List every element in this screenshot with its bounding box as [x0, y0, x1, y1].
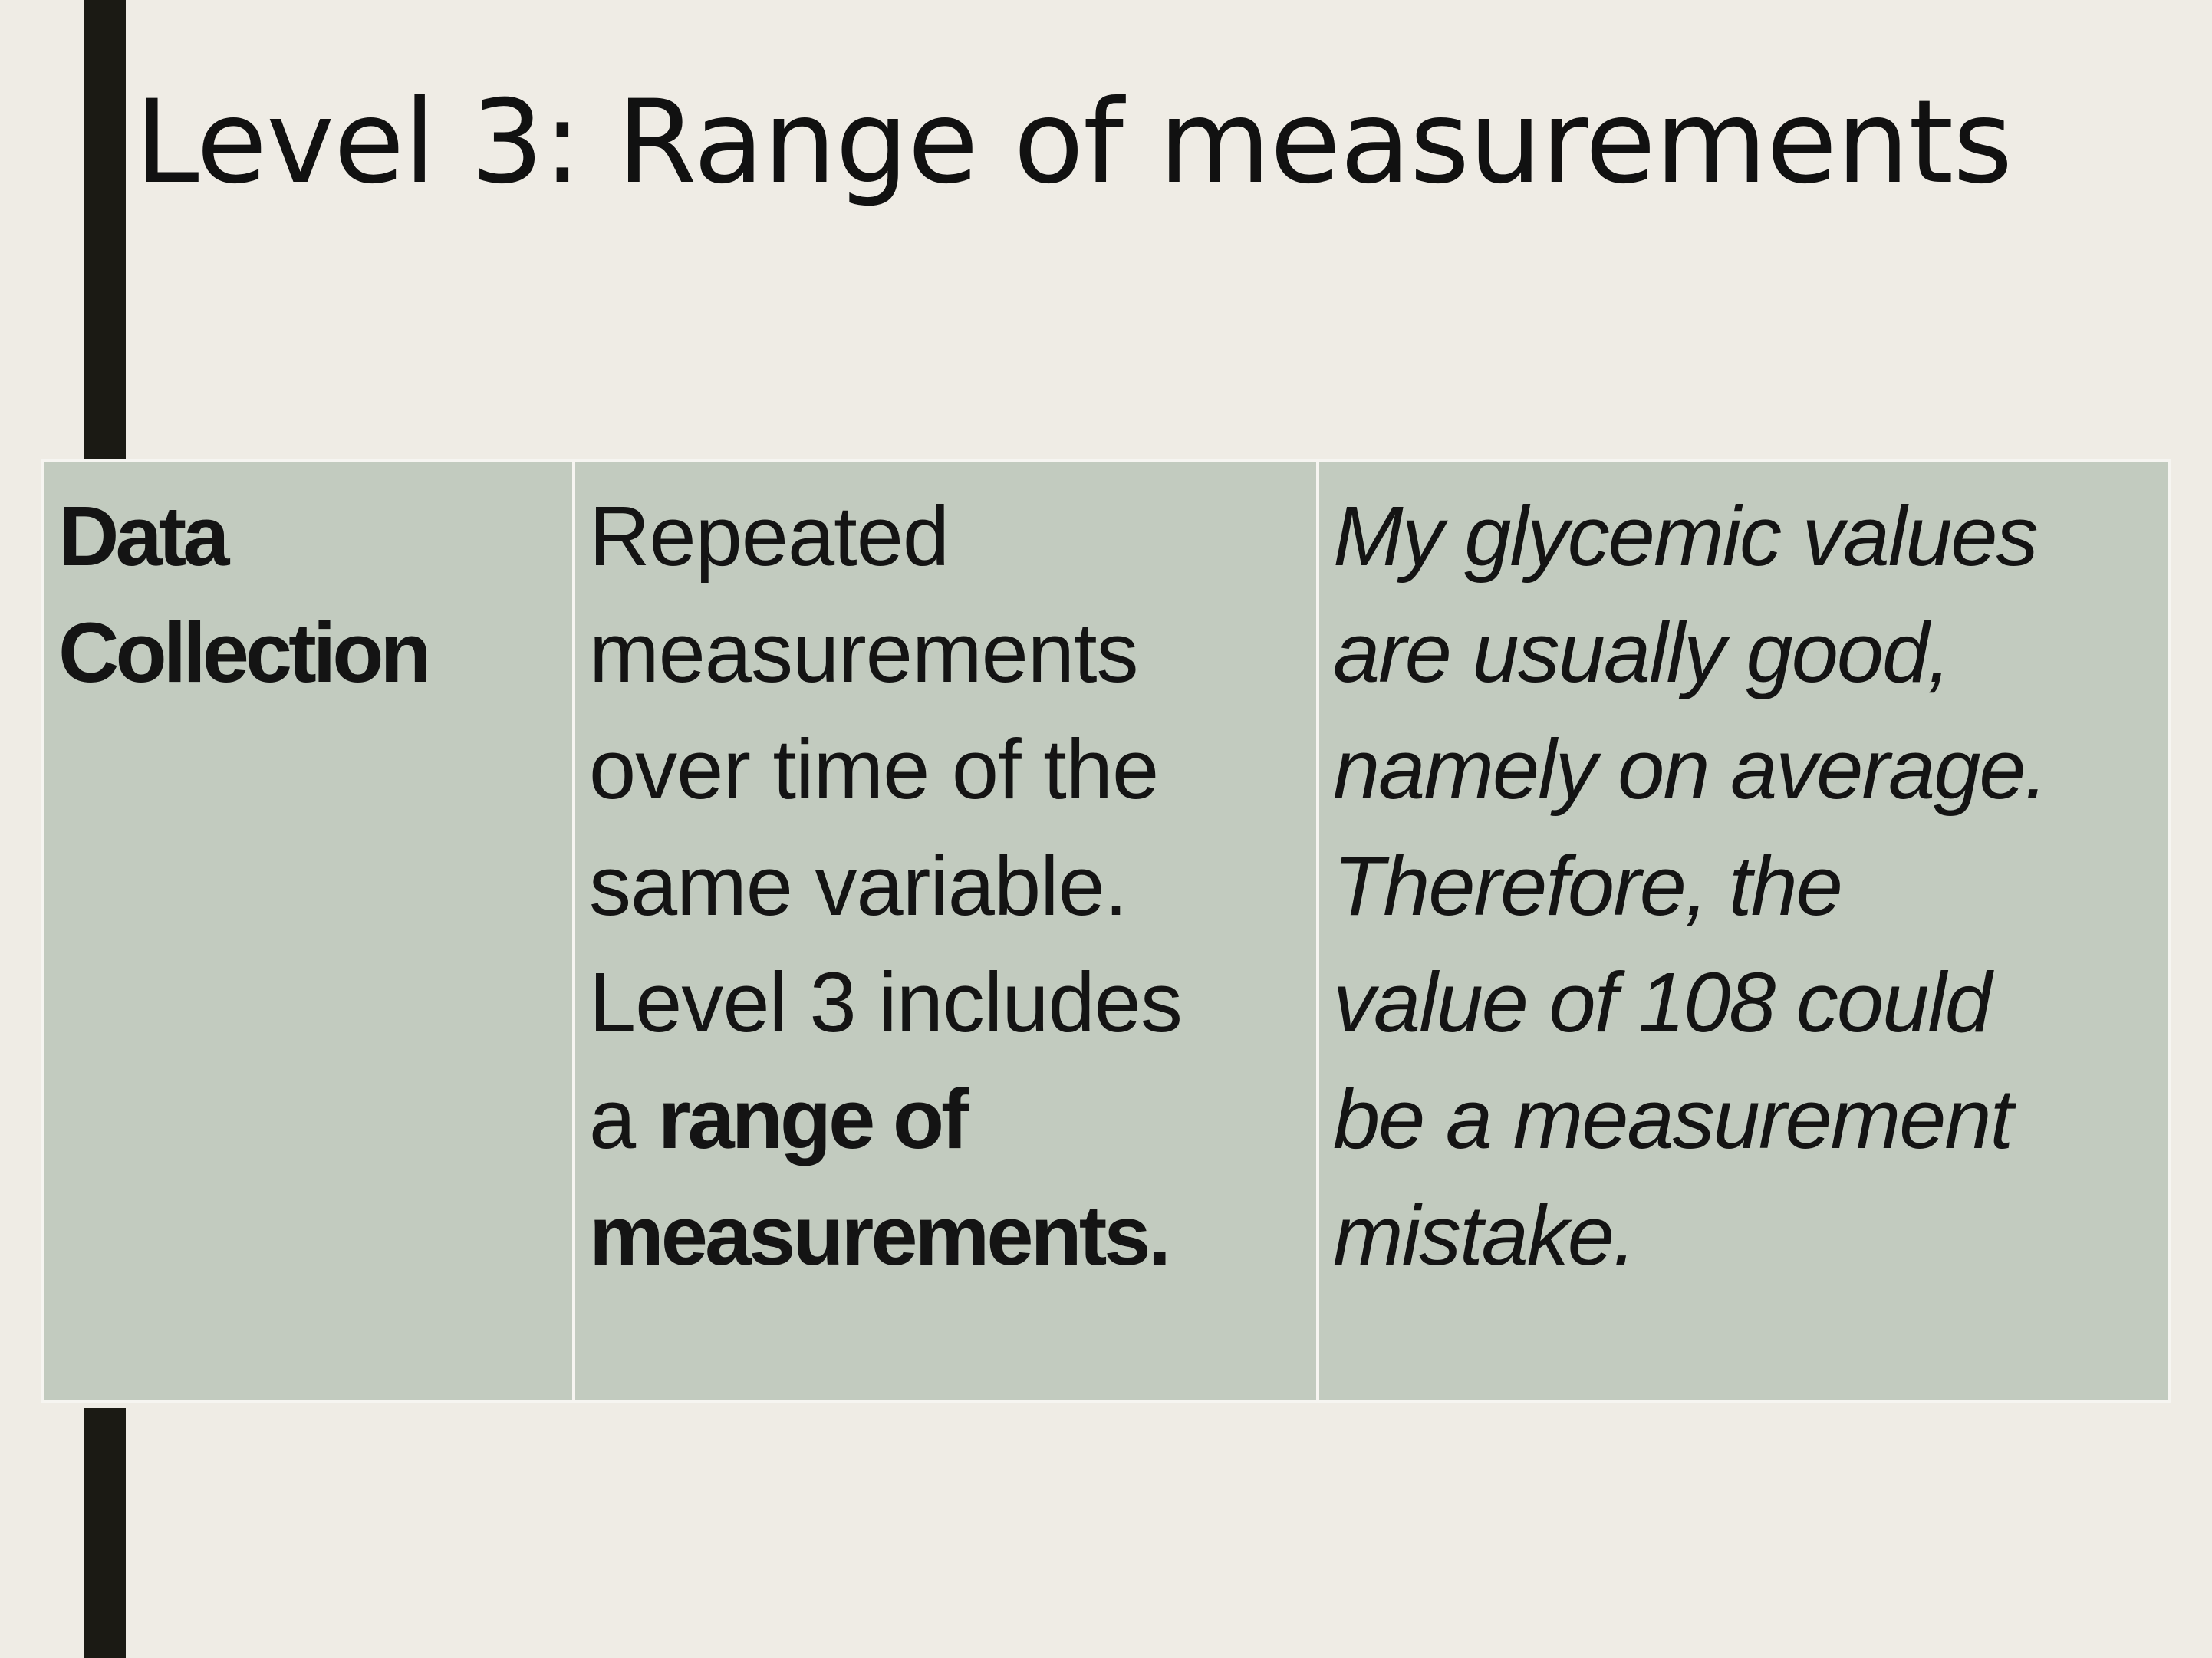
example-line: be a measurement [1333, 1072, 2013, 1166]
description-line: over time of the [589, 722, 1159, 817]
description-line: Level 3 includes [589, 956, 1183, 1050]
example-line: My glycemic values [1333, 489, 2039, 584]
row-label-line: Collection [58, 606, 432, 700]
example-line: are usually good, [1333, 606, 1951, 700]
slide-title: Level 3: Range of measurements [135, 76, 2013, 209]
row-label-line: Data [58, 489, 229, 584]
example-line: Therefore, the [1333, 839, 1843, 933]
example-line: namely on average. [1333, 722, 2048, 817]
table-row: Data Collection Repeated measurements ov… [41, 459, 2171, 1403]
example-line: value of 108 could [1333, 956, 1992, 1050]
description-prefix: a [589, 1072, 658, 1166]
description-line: same variable. [589, 839, 1127, 933]
example-cell: My glycemic values are usually good, nam… [1316, 459, 2171, 1403]
row-label-cell: Data Collection [41, 459, 575, 1403]
accent-bar-top [84, 0, 126, 459]
description-line: Repeated [589, 489, 950, 584]
description-line-mixed: a range of [589, 1061, 1302, 1178]
description-cell: Repeated measurements over time of the s… [572, 459, 1319, 1403]
description-emphasis-line: measurements. [589, 1189, 1171, 1283]
description-line: measurements [589, 606, 1139, 700]
example-line: mistake. [1333, 1189, 1637, 1283]
description-emphasis: range of [657, 1072, 969, 1166]
content-table: Data Collection Repeated measurements ov… [41, 459, 2171, 1403]
accent-bar-bottom [84, 1408, 126, 1658]
